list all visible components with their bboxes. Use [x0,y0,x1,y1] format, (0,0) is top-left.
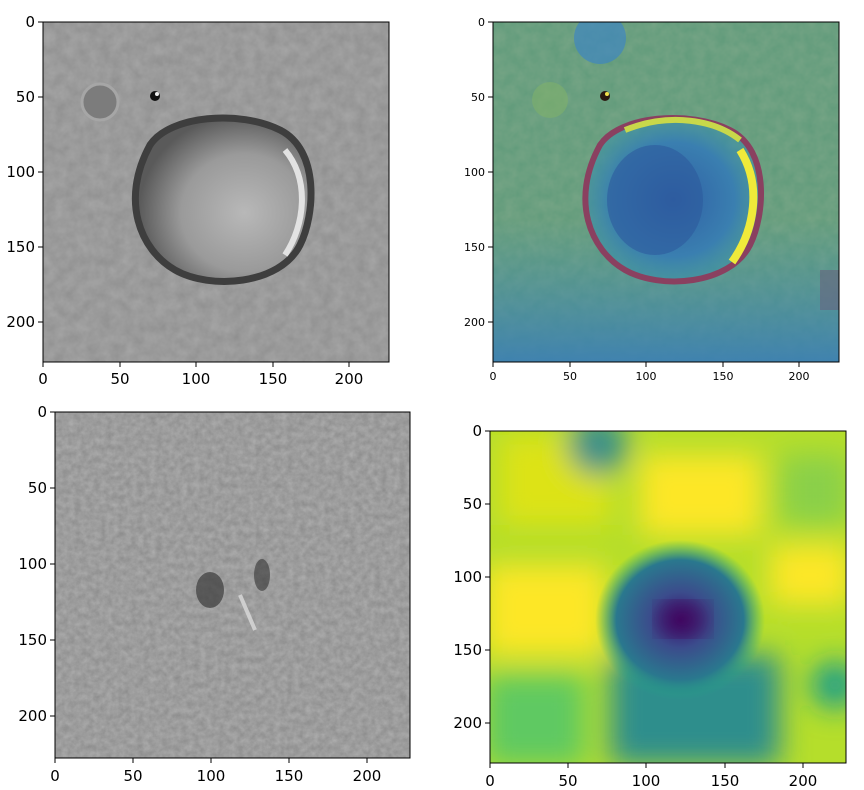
x-tick: 50 [563,370,577,383]
terrain-saliency-map-x-axis: 0 50 100 150 200 [485,763,817,790]
terrain-saliency-map-frame [489,430,847,764]
crater-grayscale-x-axis: 0 50 100 150 200 [38,362,363,388]
y-tick: 100 [464,166,485,179]
x-tick: 50 [558,772,577,790]
panel-crater-saliency-overlay: 0 50 100 150 200 0 50 100 150 200 [450,0,864,395]
y-tick: 150 [6,238,35,256]
x-tick: 150 [711,772,740,790]
terrain-grayscale-frame [54,411,411,759]
crater-saliency-overlay-frame [492,21,840,363]
y-tick: 100 [453,568,482,586]
terrain-saliency-map-image [490,431,846,763]
y-tick: 200 [464,316,485,329]
y-tick: 50 [463,495,482,513]
x-tick: 100 [197,767,226,785]
crater-saliency-overlay-x-axis: 0 50 100 150 200 [490,362,810,383]
y-tick: 200 [18,707,47,725]
panel-crater-grayscale: 0 50 100 150 200 0 50 100 150 200 [0,0,400,395]
y-tick: 0 [472,422,482,440]
panel-terrain-grayscale: 0 50 100 150 200 0 50 100 150 200 [0,395,420,790]
x-tick: 200 [789,772,818,790]
y-tick: 50 [28,479,47,497]
x-tick: 150 [275,767,304,785]
crater-grayscale-y-axis: 0 50 100 150 200 [6,13,43,331]
y-tick: 150 [464,241,485,254]
y-tick: 100 [18,555,47,573]
x-tick: 50 [123,767,142,785]
x-tick: 0 [485,772,495,790]
x-tick: 150 [259,370,288,388]
y-tick: 150 [453,641,482,659]
y-tick: 50 [16,88,35,106]
x-tick: 0 [50,767,60,785]
x-tick: 0 [490,370,497,383]
crater-saliency-overlay-figure: 0 50 100 150 200 0 50 100 150 200 [464,16,840,383]
x-tick: 150 [713,370,734,383]
y-tick: 0 [37,403,47,421]
terrain-grayscale-x-axis: 0 50 100 150 200 [50,758,381,785]
terrain-grayscale-y-axis: 0 50 100 150 200 [18,403,55,725]
x-tick: 200 [353,767,382,785]
terrain-grayscale-image [55,412,410,758]
y-tick: 150 [18,631,47,649]
crater-grayscale-frame [42,21,390,363]
y-tick: 100 [6,163,35,181]
x-tick: 100 [182,370,211,388]
x-tick: 0 [38,370,48,388]
crater-saliency-overlay-y-axis: 0 50 100 150 200 [464,16,493,329]
y-tick: 200 [6,313,35,331]
x-tick: 200 [335,370,364,388]
crater-saliency-overlay-image [493,22,839,362]
x-tick: 200 [789,370,810,383]
y-tick: 50 [471,91,485,104]
y-tick: 200 [453,714,482,732]
crater-grayscale-figure: 0 50 100 150 200 0 50 100 150 200 [6,13,390,388]
terrain-saliency-map-figure: 0 50 100 150 200 0 50 100 150 200 [453,422,847,790]
x-tick: 100 [636,370,657,383]
terrain-saliency-map-y-axis: 0 50 100 150 200 [453,422,490,732]
crater-grayscale-image [43,22,389,362]
y-tick: 0 [478,16,485,29]
y-tick: 0 [25,13,35,31]
x-tick: 100 [632,772,661,790]
x-tick: 50 [110,370,129,388]
terrain-grayscale-figure: 0 50 100 150 200 0 50 100 150 200 [18,403,411,785]
panel-terrain-saliency-map: 0 50 100 150 200 0 50 100 150 200 [440,395,864,790]
